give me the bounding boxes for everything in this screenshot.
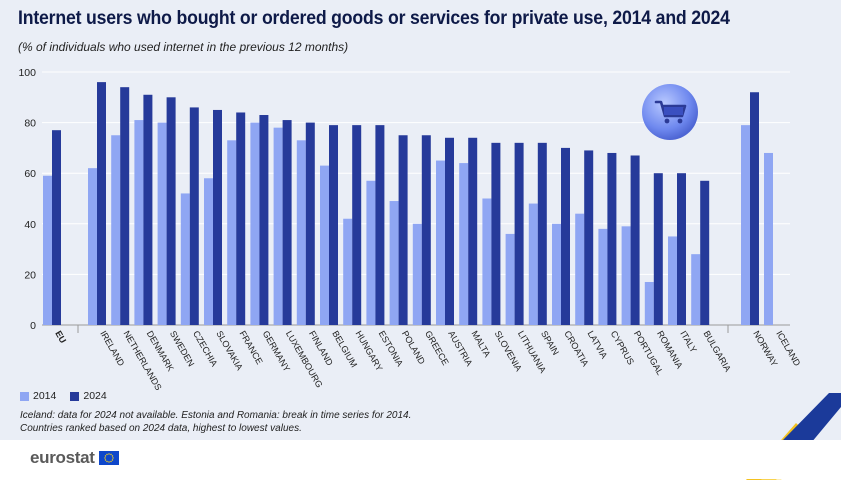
- bar-2024-greece: [421, 135, 431, 325]
- bar-2024-slovakia: [213, 109, 222, 325]
- bar-2024-bulgaria: [700, 180, 710, 325]
- legend-item-2024: 2024: [70, 390, 107, 402]
- bar-2024-poland: [398, 135, 408, 325]
- bar-2014-greece: [412, 223, 422, 325]
- bar-2014-bulgaria: [691, 254, 701, 325]
- bar-2024-eu: [52, 130, 61, 325]
- bar-2024-france: [236, 112, 246, 325]
- x-tick-label-spain: SPAIN: [539, 329, 561, 357]
- y-tick-label: 40: [24, 219, 36, 231]
- bar-2014-norway: [741, 125, 750, 325]
- x-tick-label-eu: EU: [53, 329, 68, 345]
- legend-label-2014: 2014: [33, 390, 57, 402]
- x-tick-label-cyprus: CYPRUS: [609, 329, 636, 366]
- bar-2014-netherlands: [111, 135, 121, 325]
- x-tick-label-latvia: LATVIA: [585, 329, 609, 360]
- bar-2024-ireland: [97, 82, 106, 326]
- bar-2014-finland: [296, 140, 306, 325]
- chart-subtitle: (% of individuals who used internet in t…: [18, 40, 349, 54]
- logo-text: eurostat: [30, 448, 95, 467]
- x-tick-label-greece: GREECE: [423, 329, 451, 367]
- note-line-2: Countries ranked based on 2024 data, hig…: [20, 423, 302, 434]
- bar-2024-romania: [653, 173, 663, 325]
- bar-2014-luxembourg: [273, 127, 283, 325]
- bar-2024-estonia: [375, 125, 385, 325]
- bar-2014-france: [227, 140, 237, 325]
- bar-2014-germany: [250, 122, 260, 325]
- bar-2024-italy: [677, 173, 686, 325]
- bar-2014-lithuania: [505, 233, 515, 325]
- bar-2014-latvia: [575, 213, 585, 325]
- bar-2024-hungary: [352, 125, 362, 325]
- shopping-cart-icon: [640, 82, 700, 147]
- bar-2014-malta: [459, 163, 469, 325]
- bar-2014-cyprus: [598, 228, 608, 325]
- note-line-1: Iceland: data for 2024 not available. Es…: [20, 410, 412, 421]
- bar-2014-italy: [668, 236, 677, 325]
- bar-2014-spain: [528, 203, 538, 325]
- chart-notes: Iceland: data for 2024 not available. Es…: [20, 409, 411, 435]
- bar-2014-poland: [389, 201, 399, 325]
- bar-2014-belgium: [320, 165, 329, 325]
- eurostat-logo: eurostat: [30, 448, 119, 468]
- y-tick-label: 60: [24, 168, 36, 180]
- y-tick-label: 100: [18, 67, 36, 79]
- bar-2014-iceland: [764, 152, 773, 325]
- chart-legend: 2014 2024: [20, 390, 107, 402]
- x-tick-label-italy: ITALY: [678, 329, 699, 355]
- bar-2014-croatia: [552, 223, 561, 325]
- x-tick-label-bulgaria: BULGARIA: [701, 329, 732, 373]
- y-tick-label: 0: [30, 320, 36, 332]
- bar-2024-cyprus: [607, 152, 617, 325]
- bar-2024-austria: [445, 137, 454, 325]
- bar-2014-eu: [43, 175, 52, 325]
- bar-2024-malta: [468, 137, 478, 325]
- footer: [0, 440, 841, 479]
- bar-2014-slovenia: [482, 198, 492, 325]
- chart-title: Internet users who bought or ordered goo…: [18, 8, 730, 29]
- bar-2024-latvia: [584, 150, 594, 325]
- bar-2024-finland: [305, 122, 315, 325]
- legend-swatch-2024: [70, 391, 80, 401]
- legend-swatch-2014: [20, 391, 29, 401]
- bar-2014-sweden: [157, 122, 167, 325]
- bar-2014-czechia: [180, 193, 190, 325]
- bar-2024-spain: [537, 142, 547, 325]
- bar-2014-slovakia: [204, 178, 213, 325]
- bar-2014-estonia: [366, 180, 376, 325]
- bar-2014-ireland: [88, 168, 97, 325]
- bar-2024-czechia: [189, 107, 199, 325]
- bar-2024-lithuania: [514, 142, 524, 325]
- y-tick-label: 20: [24, 269, 36, 281]
- legend-label-2024: 2024: [83, 390, 107, 402]
- bar-2024-croatia: [561, 147, 570, 325]
- x-tick-label-malta: MALTA: [469, 329, 492, 359]
- bar-2024-slovenia: [491, 142, 501, 325]
- bar-2024-portugal: [630, 155, 640, 325]
- bar-2014-denmark: [134, 120, 144, 325]
- legend-item-2014: 2014: [20, 390, 56, 402]
- bar-2024-netherlands: [120, 87, 130, 326]
- bar-2024-sweden: [166, 97, 176, 325]
- bar-2014-austria: [436, 160, 445, 325]
- bar-2024-belgium: [329, 125, 338, 325]
- bar-2024-norway: [750, 92, 759, 325]
- bar-2014-portugal: [621, 226, 631, 325]
- bar-2024-luxembourg: [282, 120, 292, 325]
- y-tick-label: 80: [24, 118, 36, 130]
- bar-2024-germany: [259, 115, 269, 325]
- eu-flag-icon: [98, 451, 119, 465]
- bar-2024-denmark: [143, 94, 153, 325]
- bar-2014-hungary: [343, 218, 353, 325]
- bar-2014-romania: [644, 281, 654, 325]
